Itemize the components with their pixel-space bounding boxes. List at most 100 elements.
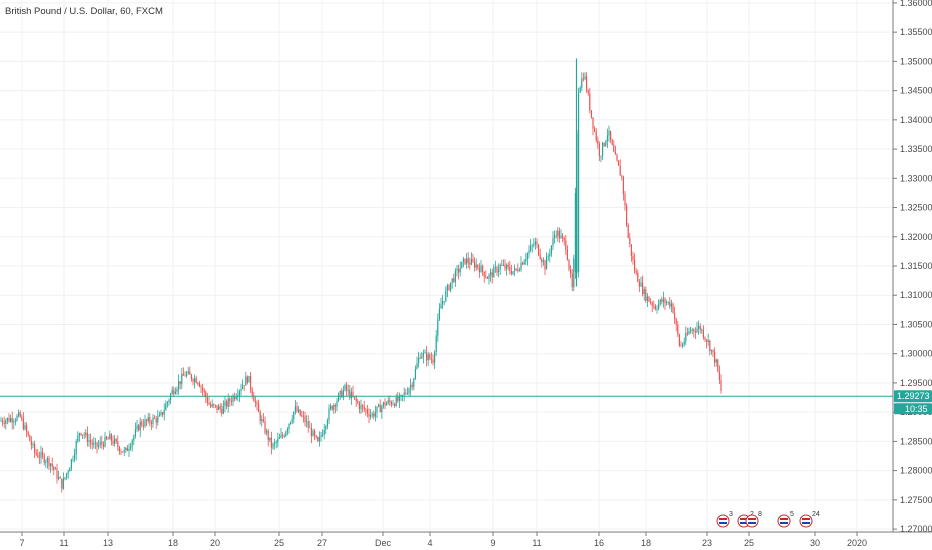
candle-body [315,435,317,438]
candle-body [659,299,661,304]
candle-body [26,425,28,432]
candle-body [331,405,333,410]
candle-body [478,267,480,273]
candle-body [614,151,616,155]
candle-body [360,405,362,409]
candle-body [266,430,268,433]
candle-body [469,262,471,265]
candle-body [514,268,516,272]
candle-body [109,434,111,440]
event-marker[interactable]: 3 [716,511,733,528]
candle-body [43,455,45,463]
candle-body [626,205,628,225]
candle-body [682,344,684,346]
candle-body [421,356,423,359]
candle-body [502,264,504,266]
candle-body [128,448,130,451]
candle-body [618,160,620,166]
candle-body [349,390,351,399]
candle-body [667,301,669,303]
candle-body [549,253,551,256]
candle-body [581,78,583,88]
candle-body [363,406,365,410]
x-axis: 7 11 13 18 20 25 27 Dec 4 9 11 16 18 23 25 30 2020 [19,532,867,548]
candle-body [494,267,496,268]
candle-body [322,434,324,436]
candle-body [531,245,533,247]
candle-body [267,430,269,441]
candle-body [115,439,117,442]
event-markers[interactable]: 3 2 8 5 24 [716,511,820,528]
candle-body [155,418,157,423]
candle-body [394,404,396,406]
candle-body [150,422,152,425]
x-tick-label: 7 [19,538,24,548]
candle-body [232,396,234,402]
candle-body [422,353,424,357]
candle-body [130,446,132,449]
event-marker[interactable]: 8 [745,511,762,528]
candle-body [221,408,223,414]
candle-body [104,436,106,447]
flag-icon [799,514,813,528]
candle-body [304,416,306,423]
candle-body [66,473,68,478]
candle-body [173,389,175,394]
candle-body [680,345,682,347]
event-marker[interactable]: 5 [777,511,794,528]
candle-body [138,425,140,431]
event-count: 8 [758,511,762,518]
candle-body [333,405,335,410]
candle-body [632,256,634,261]
candle-body [310,427,312,437]
candle-body [461,261,463,269]
candle-body [528,250,530,254]
candle-body [144,419,146,427]
candle-body [624,194,626,206]
candle-body [418,357,420,364]
candle-body [165,404,167,411]
flag-icon [716,514,730,528]
candle-body [669,301,671,307]
y-tick-label: 1.34500 [900,86,932,96]
candle-body [373,413,375,417]
flag-stripe [802,522,810,524]
candle-body [587,90,589,94]
candle-body [186,373,188,376]
candle-body [430,358,432,360]
candle-body [384,402,386,406]
candle-body [230,401,232,403]
candle-body [653,305,655,307]
candle-body [429,354,431,359]
candle-body [411,384,413,387]
candle-body [435,335,437,353]
candle-body [346,384,348,391]
candle-body [238,391,240,396]
candle-body [395,396,397,406]
candle-body [654,306,656,310]
x-tick-label: 25 [274,538,284,548]
candle-body [440,304,442,309]
candle-body [504,264,506,270]
y-tick-label: 1.30500 [900,319,932,329]
candle-body [149,417,151,423]
candle-body [227,398,229,407]
candle-body [90,440,92,443]
candle-body [194,378,196,382]
candle-body [258,404,260,413]
candle-body [630,244,632,257]
candle-body [120,451,122,453]
event-marker[interactable]: 24 [799,511,820,528]
candle-body [584,76,586,80]
candle-body [477,264,479,268]
candle-body [600,155,602,157]
candle-body [483,271,485,277]
x-tick-label: 27 [317,538,327,548]
candle-body [13,421,15,423]
candle-body [298,409,300,412]
candle-body [464,258,466,264]
candle-body [715,359,717,363]
candle-body [45,462,47,463]
candle-body [27,431,29,436]
